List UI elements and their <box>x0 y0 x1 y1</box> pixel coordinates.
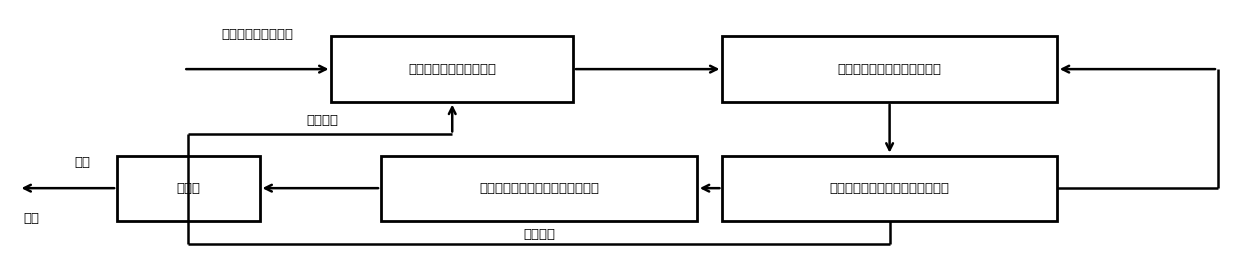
Text: 预处理后的焦化废水: 预处理后的焦化废水 <box>222 28 294 41</box>
Text: 污泥回流: 污泥回流 <box>523 228 555 241</box>
Text: 污水回流: 污水回流 <box>306 114 338 127</box>
Text: 排放: 排放 <box>24 212 38 225</box>
FancyBboxPatch shape <box>116 155 260 221</box>
FancyBboxPatch shape <box>331 36 572 102</box>
FancyBboxPatch shape <box>722 36 1057 102</box>
FancyBboxPatch shape <box>722 155 1057 221</box>
Text: 一级好氧载体流化床生物膜反应器: 一级好氧载体流化床生物膜反应器 <box>830 182 949 195</box>
Text: 上流式厌氧污泥床反应器: 上流式厌氧污泥床反应器 <box>408 63 497 76</box>
Text: 出水: 出水 <box>74 156 90 169</box>
FancyBboxPatch shape <box>382 155 696 221</box>
Text: 缺氧载体流化床生物膜反应器: 缺氧载体流化床生物膜反应器 <box>838 63 942 76</box>
Text: 沉淀池: 沉淀池 <box>176 182 201 195</box>
Text: 二级好氧载体流化床生物膜反应器: 二级好氧载体流化床生物膜反应器 <box>479 182 598 195</box>
